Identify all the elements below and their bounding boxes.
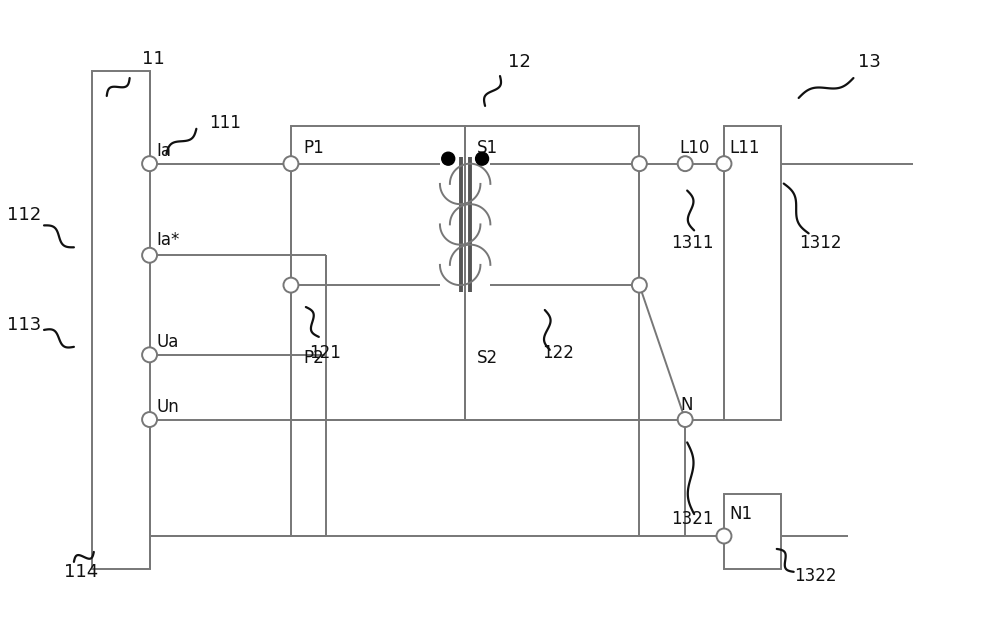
Text: 12: 12 bbox=[508, 53, 531, 71]
Circle shape bbox=[678, 412, 693, 427]
Text: Ua: Ua bbox=[157, 333, 179, 351]
Text: 11: 11 bbox=[142, 50, 164, 68]
Bar bbox=[92, 71, 150, 569]
Circle shape bbox=[476, 152, 489, 165]
Bar bbox=[291, 126, 465, 419]
Circle shape bbox=[142, 248, 157, 262]
Circle shape bbox=[632, 278, 647, 292]
Circle shape bbox=[142, 156, 157, 171]
Bar bbox=[724, 494, 781, 569]
Text: L11: L11 bbox=[729, 139, 759, 157]
Text: 1322: 1322 bbox=[794, 567, 836, 585]
Text: L10: L10 bbox=[679, 139, 710, 157]
Text: P1: P1 bbox=[303, 139, 324, 157]
Text: 13: 13 bbox=[858, 53, 881, 71]
Text: 121: 121 bbox=[309, 344, 341, 362]
Circle shape bbox=[283, 156, 298, 171]
Circle shape bbox=[142, 412, 157, 427]
Text: 122: 122 bbox=[542, 344, 574, 362]
Text: S2: S2 bbox=[477, 349, 498, 367]
Text: Ia: Ia bbox=[157, 142, 172, 160]
Circle shape bbox=[717, 529, 731, 544]
Circle shape bbox=[142, 348, 157, 362]
Text: P2: P2 bbox=[303, 349, 324, 367]
Text: 1312: 1312 bbox=[799, 234, 841, 253]
Text: N: N bbox=[680, 396, 693, 414]
Text: 113: 113 bbox=[7, 316, 41, 334]
Circle shape bbox=[717, 156, 731, 171]
Circle shape bbox=[678, 156, 693, 171]
Text: S1: S1 bbox=[477, 139, 498, 157]
Circle shape bbox=[632, 156, 647, 171]
Text: 111: 111 bbox=[209, 114, 241, 132]
Text: 112: 112 bbox=[7, 206, 41, 224]
Text: Ia*: Ia* bbox=[157, 231, 180, 249]
Bar bbox=[465, 126, 639, 419]
Text: 114: 114 bbox=[64, 563, 98, 581]
Circle shape bbox=[442, 152, 455, 165]
Text: 1311: 1311 bbox=[671, 234, 714, 253]
Text: 1321: 1321 bbox=[671, 510, 714, 528]
Text: N1: N1 bbox=[729, 505, 752, 523]
Circle shape bbox=[283, 278, 298, 292]
Bar bbox=[724, 126, 781, 419]
Text: Un: Un bbox=[157, 398, 179, 416]
